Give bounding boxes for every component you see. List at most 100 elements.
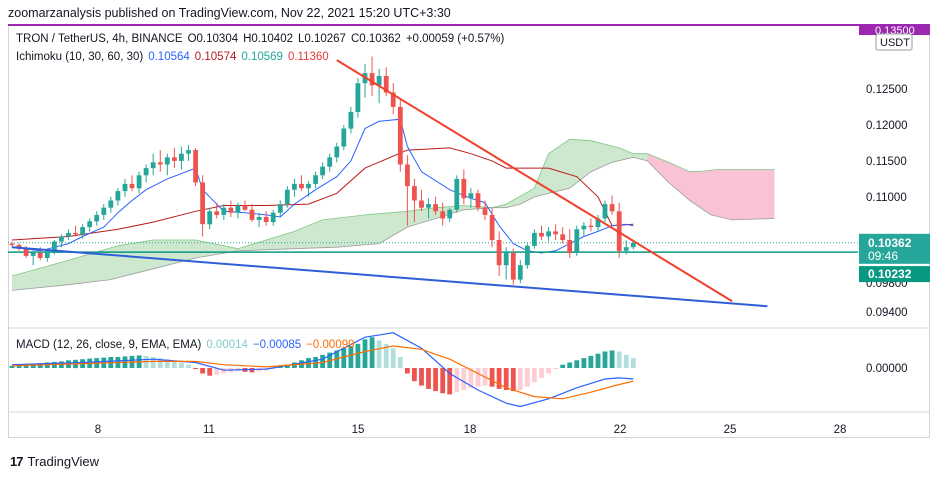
- macd-hist-bar: [193, 368, 198, 370]
- candle-bull: [101, 207, 107, 215]
- macd-hist-bar: [362, 339, 368, 368]
- candle-bear: [475, 193, 481, 208]
- time-tick-label: 28: [834, 424, 847, 436]
- candle-bear: [482, 207, 488, 215]
- candle-bull: [454, 178, 460, 210]
- candle-bull: [447, 209, 453, 219]
- legend-symbol: TRON / TetherUS, 4h, BINANCE: [16, 33, 183, 45]
- candle-bull: [313, 175, 318, 184]
- candle-bull: [221, 207, 227, 215]
- macd-hist-bar: [320, 354, 325, 368]
- candle-bull: [292, 183, 297, 190]
- macd-hist-bar: [461, 368, 467, 390]
- candle-bear: [553, 231, 558, 235]
- candle-bull: [517, 265, 523, 280]
- candle-bull: [80, 227, 85, 235]
- candle-bull: [164, 157, 170, 165]
- macd-hist-bar: [588, 355, 594, 368]
- macd-hist-bar: [630, 358, 636, 368]
- macd-hist-bar: [419, 368, 424, 386]
- candle-bull: [581, 225, 587, 230]
- trendlines[interactable]: [11, 59, 768, 308]
- macd-hist-bar: [270, 368, 276, 370]
- macd-hist-bar: [207, 368, 213, 376]
- candle-bear: [23, 248, 29, 256]
- currency-badge: [875, 33, 913, 51]
- candle-bull: [630, 242, 636, 248]
- ichimoku-v4: 0.11360: [287, 51, 329, 63]
- candle-bear: [567, 240, 573, 253]
- candle-bear: [412, 186, 417, 201]
- currency-label: USDT: [880, 37, 910, 49]
- time-tick-label: 8: [95, 424, 101, 436]
- macd-hist-bar: [214, 368, 220, 375]
- ichimoku-v1: 0.10564: [148, 51, 190, 63]
- macd-hist-bar: [609, 350, 615, 368]
- macd-hist-bar: [376, 340, 382, 368]
- macd-hist-bar: [560, 364, 566, 368]
- macd-pane: [8, 327, 930, 413]
- ichimoku-name: Ichimoku (10, 30, 60, 30): [16, 51, 144, 63]
- macd-v1: 0.00014: [206, 339, 248, 351]
- candle-bull: [468, 193, 474, 199]
- candle-bull: [525, 245, 530, 266]
- candle-bull: [94, 214, 100, 222]
- red-trendline: [336, 59, 733, 303]
- legend-change: +0.00059 (+0.57%): [405, 33, 505, 45]
- price-tick-label: 0.12000: [866, 120, 908, 132]
- candle-bear: [73, 232, 78, 235]
- macd-hist-bar: [157, 358, 163, 368]
- candle-bear: [157, 162, 163, 165]
- macd-hist-bar: [525, 368, 530, 387]
- legend-low: L0.10267: [297, 33, 346, 45]
- macd-hist-bar: [602, 351, 608, 368]
- legend-open: O0.10304: [187, 33, 239, 45]
- cloud-span-b-line: [11, 156, 775, 291]
- candle-bull: [150, 162, 156, 169]
- ichimoku-cloud: [11, 138, 775, 291]
- candle-bull: [136, 175, 142, 189]
- time-tick-label: 15: [352, 424, 365, 436]
- candle-bear: [496, 240, 502, 266]
- macd-hist-bar: [30, 363, 36, 368]
- legend-high: H0.10402: [243, 33, 293, 45]
- ichimoku-lines: [11, 118, 634, 254]
- candle-bull: [595, 218, 601, 228]
- candle-bull: [602, 204, 608, 219]
- legend-close: C0.10362: [350, 33, 401, 45]
- time-tick-label: 22: [614, 424, 627, 436]
- macd-hist-bar: [553, 368, 558, 370]
- candle-bull: [122, 183, 128, 192]
- macd-hist-bar: [277, 366, 283, 368]
- macd-hist-bar: [623, 354, 629, 368]
- candle-bull: [207, 211, 213, 225]
- footer-brand[interactable]: 17 TradingView: [10, 454, 99, 469]
- macd-hist-bar: [546, 368, 551, 374]
- macd-hist-bar: [172, 361, 177, 368]
- macd-hist-bar: [412, 368, 417, 382]
- candle-bear: [433, 204, 438, 212]
- price-tick-label: 0.11000: [866, 192, 907, 204]
- macd-hist-bar: [9, 365, 15, 368]
- candle-bear: [369, 73, 375, 86]
- candle-bear: [390, 92, 396, 107]
- candle-bear: [609, 204, 615, 212]
- macd-hist-bar: [447, 368, 453, 395]
- candle-bull: [52, 241, 57, 251]
- macd-hist-bar: [23, 364, 29, 368]
- candle-bear: [200, 182, 205, 225]
- macd-hist-bar: [433, 368, 438, 392]
- macd-legend: MACD (12, 26, close, 9, EMA, EMA) 0.00014…: [16, 339, 360, 351]
- price-tick-label: 0.11500: [866, 156, 907, 168]
- macd-hist-bar: [37, 363, 43, 368]
- tenkan-line: [11, 118, 634, 254]
- macd-hist-bar: [164, 359, 170, 368]
- macd-name: MACD (12, 26, close, 9, EMA, EMA): [16, 339, 202, 351]
- candle-bull: [235, 205, 241, 213]
- macd-hist-bar: [150, 357, 156, 368]
- macd-hist-bar: [179, 362, 184, 368]
- macd-hist-bar: [383, 343, 389, 368]
- blue-trendline: [11, 246, 768, 308]
- tradingview-logo-icon: 17: [10, 454, 24, 469]
